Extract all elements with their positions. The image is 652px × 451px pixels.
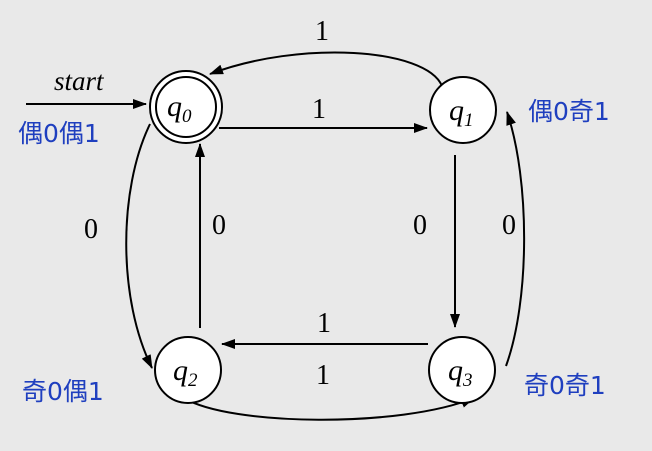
edge-label-q1-q0: 1 bbox=[315, 16, 329, 47]
edge-label-q2-q3: 1 bbox=[316, 360, 330, 391]
state-q3-label: q3 bbox=[448, 354, 473, 391]
annotation-q1: 偶0奇1 bbox=[528, 97, 610, 126]
state-q3-circle bbox=[428, 336, 496, 404]
annotation-q2: 奇0偶1 bbox=[22, 377, 104, 406]
annotation-q0: 偶0偶1 bbox=[18, 119, 100, 148]
state-q3: q3 bbox=[428, 336, 496, 404]
edge-label-q2-q0: 0 bbox=[212, 210, 226, 241]
edge-q1-q0 bbox=[209, 51, 443, 87]
state-q0-label: q0 bbox=[167, 90, 192, 127]
state-q1: q1 bbox=[429, 76, 497, 144]
start-label: start bbox=[54, 66, 105, 96]
edge-label-q3-q2: 1 bbox=[317, 308, 331, 339]
edge-q2-q3 bbox=[183, 397, 475, 421]
state-q2-circle bbox=[154, 336, 222, 404]
state-q0: q0 bbox=[149, 70, 223, 144]
annotation-q3: 奇0奇1 bbox=[524, 371, 606, 400]
state-q0-inner-ring bbox=[155, 76, 217, 138]
state-q1-circle bbox=[429, 76, 497, 144]
state-q2: q2 bbox=[154, 336, 222, 404]
edge-label-q0-q1: 1 bbox=[312, 94, 326, 125]
state-q2-label: q2 bbox=[173, 354, 198, 391]
state-q1-label: q1 bbox=[449, 94, 474, 131]
edge-label-q1-q3: 0 bbox=[413, 210, 427, 241]
edge-label-q3-q1: 0 bbox=[502, 210, 516, 241]
edge-q0-q2 bbox=[125, 123, 153, 369]
edge-q3-q1 bbox=[505, 111, 526, 367]
edge-label-q0-q2: 0 bbox=[84, 214, 98, 245]
